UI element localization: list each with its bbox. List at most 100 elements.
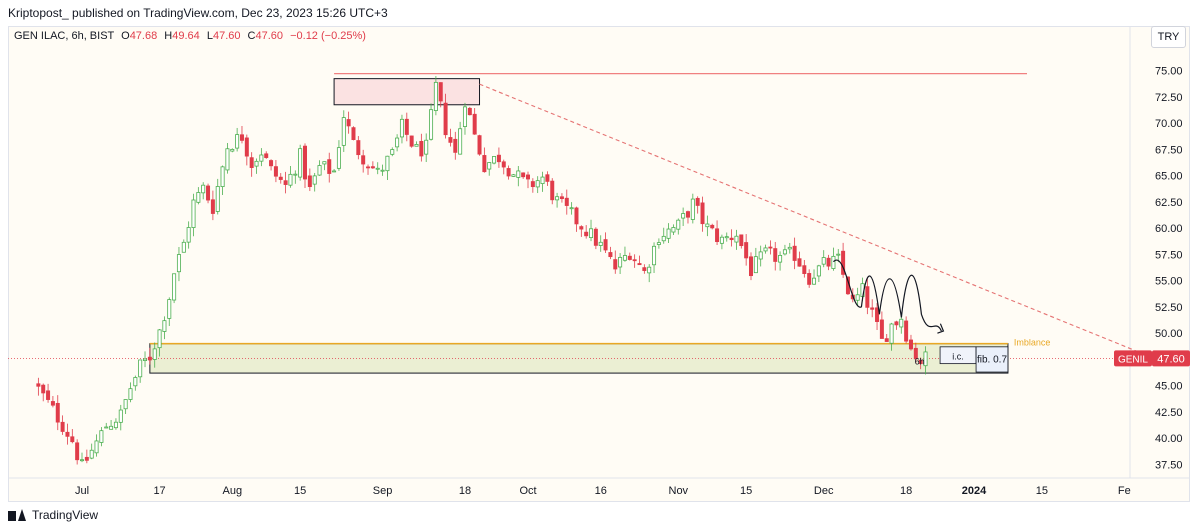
- candle-body: [143, 358, 148, 361]
- candle-body: [317, 165, 322, 176]
- candle-body: [210, 199, 215, 214]
- x-tick-label: 15: [294, 485, 306, 497]
- candle-body: [879, 319, 884, 339]
- overlay-annotations: Imblance 6h i.c. fib. 0.7: [832, 259, 1050, 373]
- candle: [613, 250, 618, 274]
- candle-body: [244, 137, 249, 157]
- candle-body: [157, 329, 162, 349]
- candle: [734, 229, 739, 250]
- candle-body: [782, 249, 787, 255]
- candle-body: [429, 109, 434, 140]
- candle-body: [162, 320, 167, 332]
- candle: [884, 333, 889, 342]
- candle: [215, 178, 220, 215]
- candle-body: [99, 430, 104, 443]
- candle-body: [341, 117, 346, 146]
- low-label: L: [206, 30, 213, 42]
- high-value: 49.64: [172, 30, 200, 42]
- candle: [589, 219, 594, 242]
- candle: [700, 196, 705, 232]
- candle-body: [89, 449, 94, 459]
- open-label: O: [121, 30, 130, 42]
- candle: [46, 383, 51, 403]
- candle-body: [894, 321, 899, 326]
- candle: [923, 346, 928, 375]
- candle: [661, 227, 666, 244]
- candle-body: [273, 166, 278, 177]
- currency-button[interactable]: TRY: [1151, 26, 1186, 48]
- footer-brand[interactable]: TradingView: [32, 508, 99, 522]
- candle-body: [75, 442, 80, 461]
- candle: [831, 247, 836, 271]
- symbol-label[interactable]: GEN ILAC, 6h, BIST: [14, 30, 115, 42]
- candle: [317, 160, 322, 176]
- candle-body: [215, 186, 220, 212]
- candle: [424, 133, 429, 163]
- candle-body: [831, 255, 836, 269]
- candle-body: [574, 207, 579, 225]
- candle-body: [225, 148, 230, 171]
- tradingview-logo-icon[interactable]: [8, 509, 26, 521]
- candle: [278, 173, 283, 184]
- candle: [399, 114, 404, 144]
- last-price-value-badge: [1152, 350, 1190, 367]
- candle: [913, 342, 918, 364]
- candle: [666, 223, 671, 243]
- candle: [453, 131, 458, 160]
- candle: [70, 429, 75, 444]
- candle-body: [579, 226, 584, 230]
- candle-body: [637, 263, 642, 266]
- chart-frame[interactable]: [8, 26, 1190, 502]
- candle-body: [526, 174, 531, 180]
- candle-body: [739, 234, 744, 247]
- candle-body: [55, 402, 60, 423]
- y-tick-label: 70.00: [1155, 118, 1183, 130]
- candle: [506, 165, 511, 180]
- candle: [361, 149, 366, 173]
- candle-body: [462, 106, 467, 127]
- candle: [511, 174, 516, 177]
- candle: [559, 193, 564, 203]
- candle: [627, 252, 632, 261]
- candle-body: [884, 338, 889, 342]
- y-tick-label: 55.00: [1155, 276, 1183, 288]
- candle: [152, 342, 157, 368]
- candle: [293, 170, 298, 184]
- candle: [715, 220, 720, 245]
- candles: [36, 76, 928, 465]
- candle: [603, 232, 608, 253]
- candle-body: [293, 173, 298, 176]
- candle-body: [506, 168, 511, 177]
- candle: [879, 311, 884, 339]
- candle-body: [632, 259, 637, 262]
- candle: [749, 252, 754, 281]
- candle-body: [288, 173, 293, 186]
- candle-body: [681, 213, 686, 219]
- candle: [671, 224, 676, 235]
- candle-body: [472, 113, 477, 135]
- candle: [841, 242, 846, 278]
- candle: [797, 251, 802, 267]
- supply-box: [333, 78, 481, 106]
- candle-body: [855, 294, 860, 301]
- candle: [477, 134, 482, 156]
- candle-body: [487, 162, 492, 170]
- candle: [778, 251, 783, 271]
- candle-body: [492, 156, 497, 164]
- y-tick-label: 45.00: [1155, 381, 1183, 393]
- candle: [259, 148, 264, 167]
- candle: [138, 359, 143, 383]
- author-name[interactable]: Kriptopost_: [8, 6, 69, 20]
- candle-body: [346, 119, 351, 127]
- candle: [283, 171, 288, 194]
- candle-body: [249, 157, 254, 168]
- x-tick-label: Jul: [75, 485, 89, 497]
- footer: TradingView: [8, 508, 98, 522]
- last-price-symbol-badge: [1114, 350, 1152, 367]
- candle: [341, 110, 346, 152]
- candle-body: [167, 299, 172, 319]
- candle: [128, 382, 133, 403]
- candle-body: [719, 236, 724, 244]
- candle-body: [647, 266, 652, 274]
